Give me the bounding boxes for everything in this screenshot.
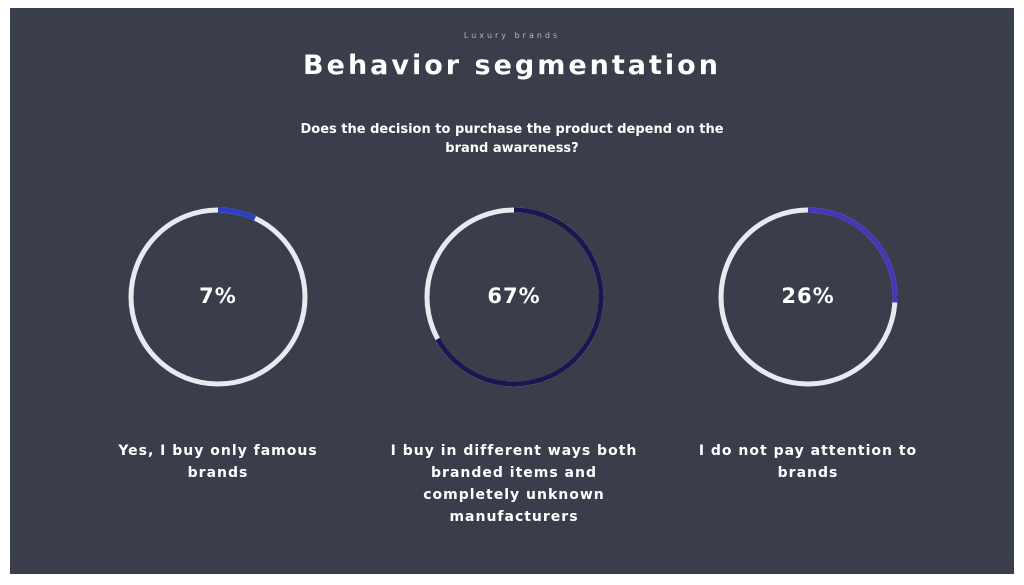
category-label: I do not pay attention to brands [698,443,918,481]
category-label: I buy in different ways both branded ite… [390,443,638,525]
question: Does the decision to purchase the produc… [300,122,724,156]
slide: 7% 67% 26% Luxury brands Behavior segmenta… [10,8,1014,574]
category-label: Yes, I buy only famous brands [118,443,318,481]
donut-arc [435,207,604,387]
donut-arc [807,207,898,303]
value-label: 67% [487,284,540,308]
chart-area: 7% 67% 26% [128,207,898,387]
donut-arc [217,207,257,221]
value-label: 26% [781,284,834,308]
kicker: Luxury brands [463,31,561,40]
title: Behavior segmentation [303,50,721,81]
value-label: 7% [199,284,237,308]
